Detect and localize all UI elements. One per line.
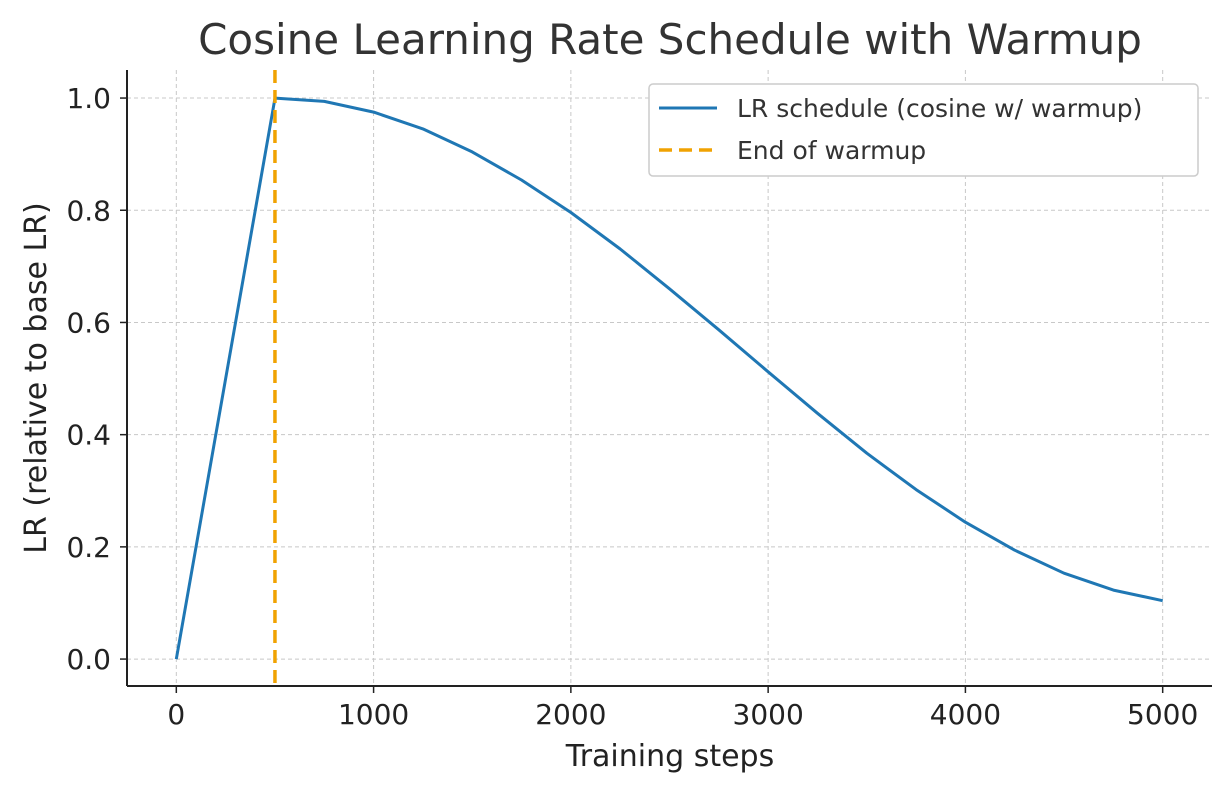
axes xyxy=(126,70,1212,687)
legend-label-lr-schedule: LR schedule (cosine w/ warmup) xyxy=(737,94,1142,123)
legend-label-end-of-warmup: End of warmup xyxy=(737,136,926,165)
x-tick-label: 2000 xyxy=(535,698,606,731)
y-tick-label: 1.0 xyxy=(66,82,111,115)
x-tick-label: 4000 xyxy=(930,698,1001,731)
ticks: 0 1000 2000 3000 4000 5000 0.0 0.2 0.4 0.6 0.8 1.0 xyxy=(66,82,1198,731)
chart-title: Cosine Learning Rate Schedule with Warmu… xyxy=(198,15,1142,64)
grid xyxy=(127,70,1212,686)
y-tick-label: 0.6 xyxy=(66,306,111,339)
y-tick-label: 0.8 xyxy=(66,194,111,227)
x-tick-label: 5000 xyxy=(1127,698,1198,731)
series xyxy=(174,70,1164,686)
y-tick-label: 0.0 xyxy=(66,643,111,676)
x-axis-label: Training steps xyxy=(565,739,774,774)
legend: LR schedule (cosine w/ warmup) End of wa… xyxy=(648,83,1199,177)
lr-schedule-line xyxy=(174,96,1164,660)
x-tick-label: 1000 xyxy=(338,698,409,731)
y-tick-label: 0.4 xyxy=(66,419,111,452)
x-tick-label: 0 xyxy=(167,698,185,731)
x-tick-label: 3000 xyxy=(733,698,804,731)
legend-box xyxy=(648,83,1199,177)
y-axis-label: LR (relative to base LR) xyxy=(19,202,54,553)
y-tick-label: 0.2 xyxy=(66,531,111,564)
